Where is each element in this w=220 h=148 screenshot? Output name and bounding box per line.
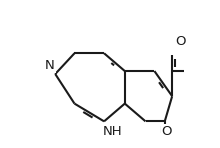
Text: O: O (175, 35, 185, 48)
Text: O: O (162, 125, 172, 138)
Text: N: N (45, 59, 55, 72)
Text: NH: NH (102, 125, 122, 138)
